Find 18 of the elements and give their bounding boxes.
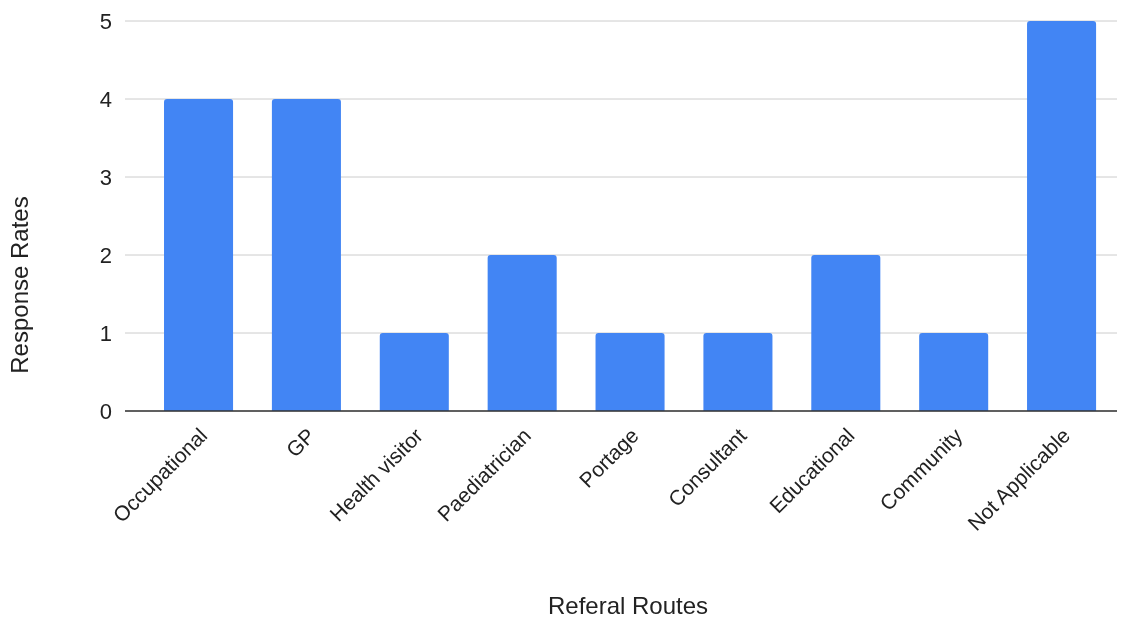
bar — [487, 255, 557, 411]
bar — [811, 255, 881, 411]
y-axis-title: Response Rates — [6, 196, 33, 374]
bar — [379, 333, 449, 411]
x-axis-title: Referal Routes — [547, 592, 709, 619]
x-tick-label: GP — [281, 423, 320, 462]
y-tick-label: 0 — [99, 398, 112, 424]
bar — [703, 333, 773, 411]
y-tick-label: 3 — [99, 164, 112, 190]
y-tick-label: 1 — [99, 320, 112, 346]
bar — [271, 99, 341, 411]
y-tick-label: 2 — [99, 242, 112, 268]
y-tick-label: 5 — [99, 8, 112, 34]
bar — [595, 333, 665, 411]
bar — [164, 99, 234, 411]
bar — [919, 333, 989, 411]
bar — [1027, 21, 1097, 411]
y-tick-label: 4 — [99, 86, 112, 112]
